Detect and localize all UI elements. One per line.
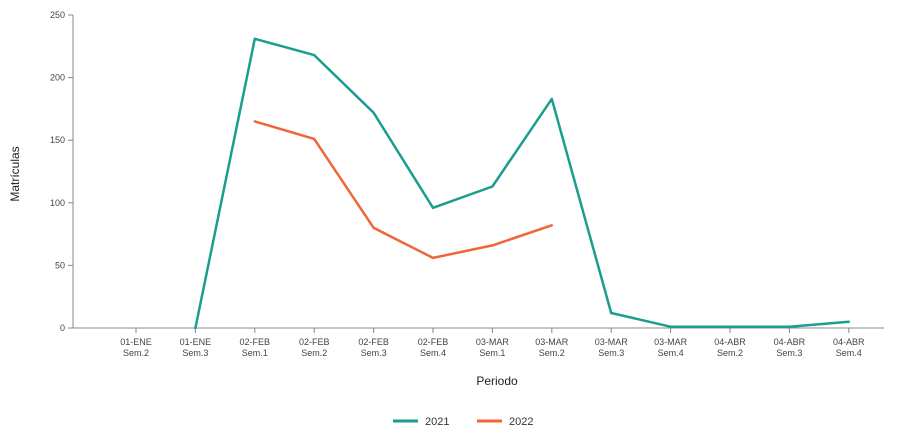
y-tick-label: 200 <box>50 73 65 83</box>
y-tick-label: 0 <box>60 323 65 333</box>
y-tick-label: 250 <box>50 10 65 20</box>
x-axis-title: Periodo <box>476 374 518 388</box>
x-tick-label: 01-ENE Sem.3 <box>180 337 212 358</box>
x-tick-label-line: Sem.3 <box>598 348 624 358</box>
x-tick-label: 01-ENE Sem.2 <box>120 337 152 358</box>
x-tick-label-line: Sem.3 <box>361 348 387 358</box>
x-tick-label-line: 03-MAR <box>476 337 510 347</box>
x-tick-label-line: 01-ENE <box>180 337 212 347</box>
x-tick-label-line: 02-FEB <box>240 337 271 347</box>
y-tick-label: 100 <box>50 198 65 208</box>
x-tick-label-line: 04-ABR <box>714 337 746 347</box>
y-tick-label: 150 <box>50 135 65 145</box>
x-tick-label-line: 03-MAR <box>595 337 629 347</box>
x-tick-label-line: 02-FEB <box>418 337 449 347</box>
x-tick-label-line: 04-ABR <box>833 337 865 347</box>
x-tick-label-line: Sem.2 <box>539 348 565 358</box>
y-tick-label: 50 <box>55 260 65 270</box>
x-tick-label-line: 01-ENE <box>120 337 152 347</box>
legend: 2021 2022 <box>393 416 533 428</box>
series-line-2022 <box>253 120 554 260</box>
x-tick-label-line: 03-MAR <box>654 337 688 347</box>
x-tick-label: 03-MAR Sem.2 <box>535 337 569 358</box>
series-layer <box>194 37 851 330</box>
x-axis: 01-ENE Sem.201-ENE Sem.302-FEB Sem.102-FEB S… <box>73 327 884 358</box>
legend-label: 2022 <box>509 416 533 428</box>
y-axis: 0 50 100 150 200 250 <box>50 10 74 333</box>
x-tick-label: 02-FEB Sem.3 <box>358 337 389 358</box>
legend-label: 2021 <box>425 416 449 428</box>
x-tick-label: 04-ABR Sem.3 <box>774 337 806 358</box>
x-tick-label-line: Sem.3 <box>182 348 208 358</box>
x-tick-label-line: Sem.3 <box>776 348 802 358</box>
x-tick-label: 04-ABR Sem.2 <box>714 337 746 358</box>
x-tick-label-line: Sem.4 <box>836 348 862 358</box>
x-tick-label-line: 04-ABR <box>774 337 806 347</box>
x-tick-label-line: 02-FEB <box>358 337 389 347</box>
x-tick-label: 04-ABR Sem.4 <box>833 337 865 358</box>
x-tick-label-line: Sem.1 <box>479 348 505 358</box>
x-tick-label: 02-FEB Sem.4 <box>418 337 449 358</box>
x-tick-label: 03-MAR Sem.3 <box>595 337 629 358</box>
series-line-2021 <box>194 37 851 330</box>
x-tick-label: 02-FEB Sem.2 <box>299 337 330 358</box>
x-tick-label: 03-MAR Sem.4 <box>654 337 688 358</box>
x-tick-label-line: Sem.1 <box>242 348 268 358</box>
y-axis-title: Matrículas <box>8 146 22 201</box>
x-tick-label-line: 03-MAR <box>535 337 569 347</box>
x-tick-label: 03-MAR Sem.1 <box>476 337 510 358</box>
x-tick-label-line: Sem.2 <box>301 348 327 358</box>
x-tick-label-line: Sem.4 <box>420 348 446 358</box>
x-tick-label-line: Sem.4 <box>658 348 684 358</box>
x-tick-label-line: Sem.2 <box>717 348 743 358</box>
x-tick-label-line: Sem.2 <box>123 348 149 358</box>
x-tick-label-line: 02-FEB <box>299 337 330 347</box>
x-tick-label: 02-FEB Sem.1 <box>240 337 271 358</box>
